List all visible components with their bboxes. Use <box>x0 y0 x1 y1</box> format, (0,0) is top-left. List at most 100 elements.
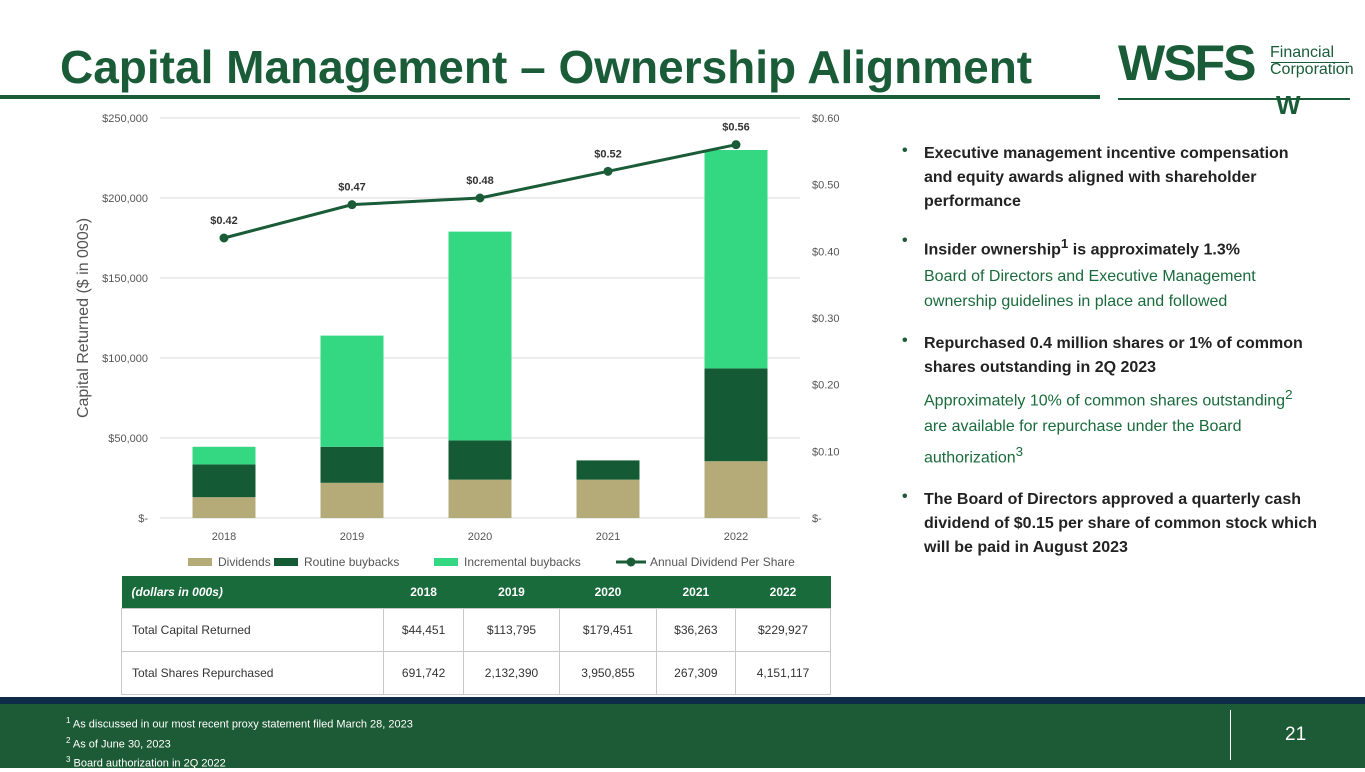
bullet-dot-icon: • <box>902 487 908 505</box>
table-cell: $44,451 <box>383 608 464 652</box>
bullet-dot-icon: • <box>902 142 908 159</box>
table-header-row: (dollars in 000s) 2018 2019 2020 2021 20… <box>121 576 831 609</box>
dividend-point <box>475 193 485 203</box>
capital-returned-chart: $- $50,000 $100,000 $150,000 $200,000 $250,00… <box>75 113 840 569</box>
table-cell: 4,151,117 <box>735 651 831 695</box>
y-tick-label: $100,000 <box>102 353 148 365</box>
footnote-number: 3 <box>66 755 71 765</box>
y-tick-label: $50,000 <box>108 433 148 445</box>
page-number: 21 <box>1285 724 1307 745</box>
footnote-number: 1 <box>66 716 71 725</box>
x-tick-label: 2019 <box>340 531 364 543</box>
bar-segment <box>192 464 256 498</box>
dividend-point <box>731 140 741 150</box>
row-label: Total Capital Returned <box>120 608 385 652</box>
data-label: $0.52 <box>594 148 622 160</box>
table-header-cell: 2022 <box>735 576 831 609</box>
x-tick-label: 2022 <box>724 531 748 543</box>
bar-segment <box>448 231 512 441</box>
table-cell: 267,309 <box>655 651 737 695</box>
legend-swatch <box>274 558 298 566</box>
data-label: $0.56 <box>722 122 750 134</box>
capital-table: (dollars in 000s) 2018 2019 2020 2021 20… <box>120 576 831 695</box>
bullet-text-part: Insider ownership <box>924 241 1061 259</box>
bar-segment <box>704 368 768 462</box>
table-cell: 3,950,855 <box>559 651 657 695</box>
bullet-item: • Repurchased 0.4 million shares or 1% o… <box>900 332 1320 470</box>
title-underline <box>0 95 1100 99</box>
legend-label: Dividends <box>218 555 271 569</box>
footer-divider <box>1230 710 1231 760</box>
y2-tick-label: $0.20 <box>812 380 840 392</box>
bar-segment <box>704 150 768 369</box>
data-label: $0.42 <box>210 215 238 227</box>
legend-label: Incremental buybacks <box>464 555 581 569</box>
footnote: 3 Board authorization in 2Q 2022 <box>66 752 413 772</box>
footnote: 1 As discussed in our most recent proxy … <box>66 713 413 733</box>
logo-line2: Corporation <box>1270 61 1354 78</box>
bar-segment <box>320 335 384 447</box>
y2-tick-label: $0.60 <box>812 113 840 125</box>
table-header-cell: 2021 <box>656 576 736 609</box>
table-header-cell: 2018 <box>383 576 464 609</box>
key-points: • Executive management incentive compens… <box>900 142 1320 578</box>
bar-segment <box>320 482 384 518</box>
logo-wordmark: WSFS <box>1118 35 1256 91</box>
bullet-item: • Insider ownership1 is approximately 1.… <box>900 232 1320 314</box>
data-label: $0.48 <box>466 175 494 187</box>
table-cell: 691,742 <box>383 651 464 695</box>
x-tick-label: 2021 <box>596 531 620 543</box>
bullet-item: • The Board of Directors approved a quar… <box>900 488 1320 560</box>
bullet-text-part: Approximately 10% of common shares outst… <box>924 392 1286 410</box>
bullet-text-part: is approximately 1.3% <box>1068 241 1240 259</box>
logo-underline <box>1118 98 1350 100</box>
footnote-ref: 2 <box>1285 387 1293 403</box>
logo-line1: Financial <box>1270 44 1335 61</box>
bar-segment <box>320 446 384 483</box>
footnote-ref: 1 <box>1060 236 1069 251</box>
y-tick-label: $200,000 <box>102 193 148 205</box>
bar-segment <box>192 497 256 518</box>
bullet-item: • Executive management incentive compens… <box>900 142 1320 214</box>
legend-label: Routine buybacks <box>304 555 399 569</box>
y2-tick-label: $- <box>812 513 822 525</box>
bullet-subtext: Board of Directors and Executive Managem… <box>924 268 1256 311</box>
bar-segment <box>576 460 640 480</box>
bullet-subtext: Approximately 10% of common shares outst… <box>924 382 1320 470</box>
y-tick-label: $- <box>138 513 148 525</box>
legend-marker <box>626 557 636 567</box>
bar-segment <box>448 440 512 480</box>
footnote-number: 2 <box>66 735 71 745</box>
y-axis-title: Capital Returned ($ in 000s) <box>75 218 92 418</box>
bullet-text: Repurchased 0.4 million shares or 1% of … <box>924 335 1303 377</box>
bar-segment <box>704 461 768 518</box>
dividend-point <box>219 233 229 243</box>
table-cell: 2,132,390 <box>462 651 561 695</box>
bar-segment <box>448 479 512 518</box>
y2-tick-label: $0.50 <box>812 180 840 192</box>
x-tick-label: 2018 <box>212 531 236 543</box>
footer-stripe <box>0 697 1365 704</box>
legend-swatch <box>188 558 212 566</box>
footnotes: 1 As discussed in our most recent proxy … <box>66 713 413 772</box>
footnote-text: Board authorization in 2Q 2022 <box>73 757 226 770</box>
y2-tick-label: $0.40 <box>812 246 840 258</box>
bar-segment <box>576 479 640 518</box>
footer: 1 As discussed in our most recent proxy … <box>0 704 1365 770</box>
footnote-ref: 3 <box>1015 443 1024 459</box>
bullet-text: Insider ownership1 is approximately 1.3% <box>924 232 1320 262</box>
wsfs-logo: WSFS Financial Corporation W <box>1118 35 1354 120</box>
dividend-line <box>223 143 737 240</box>
logo-subtitle: Financial Corporation <box>1270 44 1354 78</box>
y2-tick-label: $0.30 <box>812 313 840 325</box>
data-label: $0.47 <box>338 182 366 194</box>
y2-tick-label: $0.10 <box>812 446 840 458</box>
table-header-cell: (dollars in 000s) <box>121 576 384 609</box>
footnote-text: As discussed in our most recent proxy st… <box>72 718 413 731</box>
legend-label: Annual Dividend Per Share <box>650 555 795 569</box>
table-header-cell: 2020 <box>559 576 657 609</box>
x-tick-label: 2020 <box>468 531 492 543</box>
y-tick-label: $250,000 <box>102 113 148 125</box>
page-title: Capital Management – Ownership Alignment <box>60 41 1033 93</box>
bullet-text-part: are available for repurchase under the B… <box>924 417 1242 466</box>
